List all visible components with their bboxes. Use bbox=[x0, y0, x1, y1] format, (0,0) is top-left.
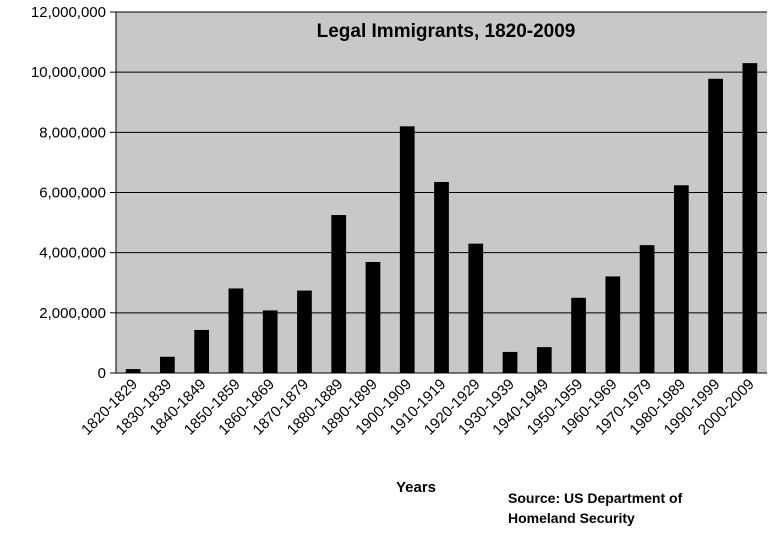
x-axis-title: Years bbox=[396, 479, 436, 496]
bar bbox=[262, 310, 278, 373]
bar bbox=[365, 261, 381, 373]
bar bbox=[125, 369, 141, 373]
bar bbox=[468, 243, 484, 373]
bar bbox=[502, 351, 518, 373]
bar bbox=[536, 347, 552, 373]
x-axis-ticks: 1820-18291830-18391840-18491850-18591860… bbox=[78, 376, 757, 439]
bar bbox=[742, 63, 758, 374]
y-tick-label: 12,000,000 bbox=[31, 4, 106, 21]
bar bbox=[571, 297, 586, 373]
y-tick-label: 10,000,000 bbox=[31, 64, 106, 81]
bars bbox=[125, 63, 758, 374]
y-tick-label: 2,000,000 bbox=[39, 305, 106, 322]
bar bbox=[673, 185, 689, 373]
bar bbox=[228, 288, 244, 373]
y-tick-label: 8,000,000 bbox=[39, 124, 106, 141]
bar bbox=[708, 78, 723, 373]
source-note-line-1: Source: US Department of bbox=[508, 490, 683, 506]
y-tick-label: 0 bbox=[98, 365, 106, 382]
bar bbox=[194, 329, 210, 373]
bar bbox=[160, 356, 175, 373]
bar bbox=[399, 126, 415, 373]
chart-title: Legal Immigrants, 1820-2009 bbox=[317, 21, 576, 42]
bar bbox=[297, 290, 312, 373]
y-tick-label: 4,000,000 bbox=[39, 245, 106, 262]
bar bbox=[434, 181, 449, 373]
source-note-line-2: Homeland Security bbox=[508, 510, 635, 526]
y-axis-ticks: 0 2,000,000 4,000,000 6,000,000 8,000,000 10,… bbox=[31, 4, 767, 382]
bar bbox=[639, 245, 655, 373]
bar bbox=[331, 215, 347, 373]
bar bbox=[605, 276, 621, 373]
y-tick-label: 6,000,000 bbox=[39, 185, 106, 202]
